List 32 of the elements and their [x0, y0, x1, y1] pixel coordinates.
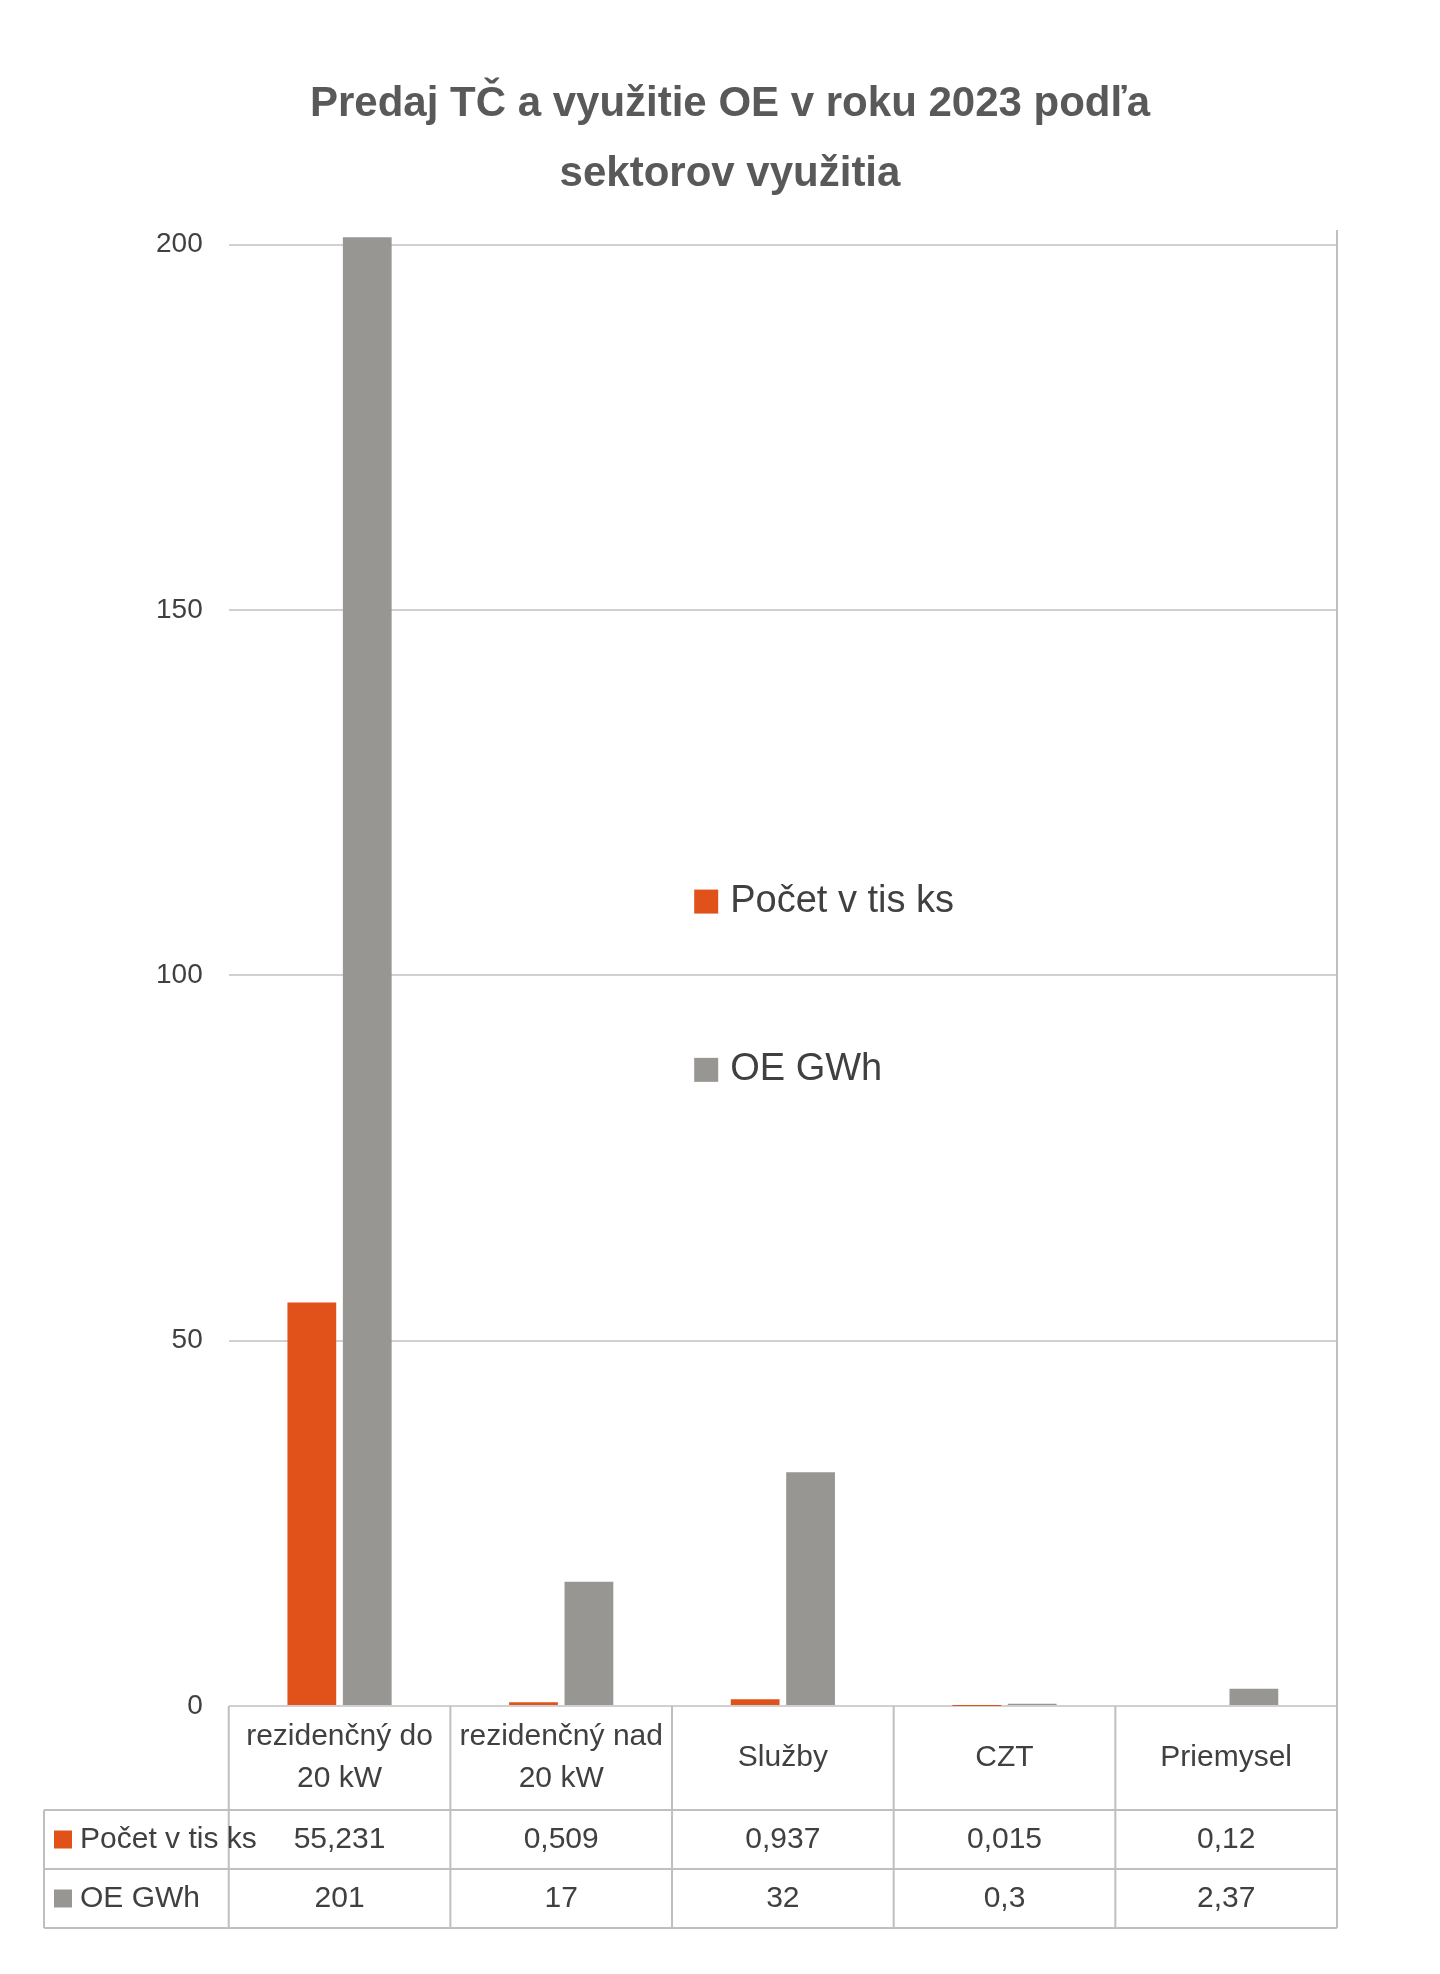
y-tick-label: 150 — [156, 592, 203, 624]
legend-label: Počet v tis ks — [80, 1820, 257, 1854]
chart-title: Predaj TČ a využitie OE v roku 2023 podľa sektorov využitia — [309, 76, 1151, 195]
y-tick-label: 50 — [171, 1323, 203, 1355]
data-label: 0,015 — [966, 1820, 1043, 1854]
bar — [786, 1472, 835, 1705]
x-tick-label: rezidenčný nad 20 kW — [459, 1718, 663, 1794]
bar — [287, 1302, 337, 1705]
data-label: 55,231 — [293, 1820, 386, 1854]
legend-label: OE GWh — [730, 1046, 883, 1089]
bar — [342, 237, 392, 1705]
bar — [509, 1702, 558, 1705]
data-label: 32 — [766, 1879, 800, 1913]
data-label: 201 — [314, 1879, 365, 1913]
bar — [1229, 1688, 1279, 1705]
x-tick-label: rezidenčný do 20 kW — [246, 1718, 433, 1794]
y-tick-label: 0 — [187, 1688, 203, 1720]
y-tick-label: 100 — [156, 958, 203, 990]
data-label: 2,37 — [1196, 1879, 1256, 1913]
data-label: 0,3 — [983, 1879, 1026, 1913]
data-label: 17 — [544, 1879, 578, 1913]
bar — [564, 1581, 614, 1705]
data-label: 0,12 — [1196, 1820, 1256, 1854]
x-tick-label: CZT — [975, 1739, 1034, 1773]
x-tick-label: Služby — [737, 1739, 828, 1773]
x-tick-label: Priemysel — [1160, 1739, 1293, 1773]
y-tick-label: 200 — [156, 227, 203, 259]
bar — [730, 1699, 780, 1705]
text: OE GWh — [80, 1879, 201, 1913]
text: Počet v tis ks — [730, 878, 955, 921]
data-label: 0,937 — [745, 1820, 821, 1854]
data-label: 0,509 — [523, 1820, 599, 1854]
